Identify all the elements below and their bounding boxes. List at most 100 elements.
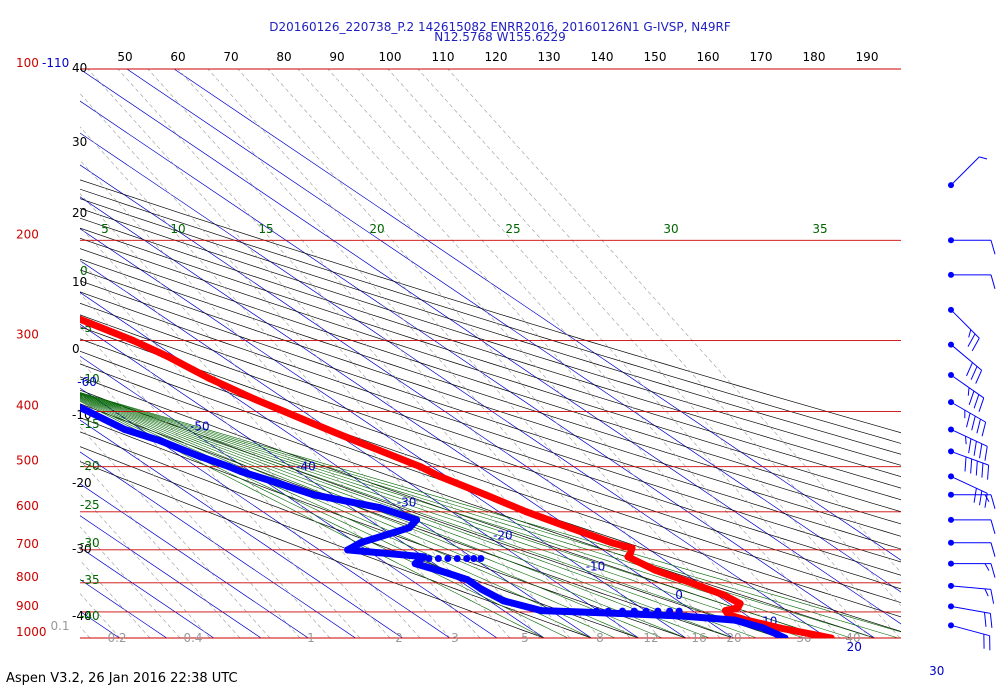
moist-adiabat-line — [80, 397, 640, 638]
wind-barb — [948, 156, 988, 189]
wind-barb-staff — [950, 475, 988, 494]
pressure-label: 400 — [16, 399, 39, 413]
wind-barb-flag — [970, 366, 978, 380]
wind-barb-flag — [967, 387, 970, 396]
isotherm-line — [0, 69, 90, 650]
wind-barb-flag — [984, 563, 990, 571]
moist-adiabat-line — [80, 392, 876, 638]
top-tick-label: 180 — [803, 50, 826, 64]
moist-adiabat-label: -10 — [80, 372, 100, 386]
isotherm-line — [80, 419, 404, 638]
moist-adiabat-label: 20 — [369, 222, 384, 236]
dewpoint-line-point — [85, 408, 93, 416]
moist-adiabat-line — [80, 392, 900, 638]
pressure-label: 800 — [16, 570, 39, 584]
dewpoint-line-point — [376, 504, 384, 512]
dry-adiabat-label: -30 — [72, 542, 92, 556]
mixing-ratio-label: 20 — [726, 631, 741, 645]
isotherm-label: -60 — [77, 375, 97, 389]
dry-adiabat-line — [80, 227, 901, 489]
wind-barb-flag — [973, 394, 980, 409]
temperature-line-point — [309, 420, 317, 428]
wind-barb-staff — [950, 374, 985, 399]
dry-adiabat-label: 30 — [72, 135, 87, 149]
wind-barb-flag — [990, 519, 996, 535]
isotherm-line — [80, 164, 781, 638]
dry-adiabat-line — [80, 389, 782, 638]
moist-adiabat-label: -5 — [80, 321, 92, 335]
mixing-ratio-line — [117, 69, 631, 638]
wind-barb-flag — [973, 441, 977, 456]
dry-adiabat-line — [80, 326, 901, 604]
isotherm-label: -40 — [296, 459, 316, 473]
mixing-ratio-line — [147, 69, 661, 638]
isotherm-line — [173, 69, 901, 561]
pressure-label: 100 — [16, 56, 39, 70]
wind-barb-flag — [970, 458, 973, 474]
dry-adiabat-line — [80, 237, 901, 501]
temperature-line-point — [628, 544, 636, 552]
top-tick-label: 150 — [644, 50, 667, 64]
temperature-line-point — [206, 375, 214, 383]
dewpoint-line-point — [156, 437, 164, 445]
moist-adiabat-line — [80, 394, 782, 638]
wind-barb-flag — [973, 488, 977, 503]
wind-barb — [948, 271, 996, 289]
mixing-ratio-line — [357, 69, 871, 638]
mixing-ratio-line — [237, 69, 751, 638]
wind-barb — [948, 372, 985, 412]
pressure-label-extra: -110 — [42, 56, 69, 70]
temperature-line-point — [608, 539, 616, 547]
moist-adiabat-line — [80, 395, 711, 638]
dewpoint-line-point — [731, 616, 739, 624]
wind-barb-flag — [975, 460, 978, 476]
wind-barb-flag — [989, 613, 993, 628]
wind-barb-flag — [984, 588, 989, 597]
wind-barb — [948, 582, 995, 604]
wind-barb — [948, 473, 988, 508]
mixing-ratio-label: 40 — [845, 631, 860, 645]
moist-adiabat-line — [80, 396, 687, 638]
mixing-ratio-line — [447, 69, 901, 573]
mixing-ratio-line — [387, 69, 901, 638]
isotherm-label: 30 — [929, 664, 944, 678]
dewpoint-line-point — [781, 634, 789, 638]
temperature-line-point — [651, 566, 659, 574]
mixing-ratio-line — [80, 193, 481, 638]
pressure-label: 700 — [16, 537, 39, 551]
temperature-line-point — [164, 352, 172, 360]
moist-adiabat-label: -35 — [80, 573, 100, 587]
wind-barb-flag — [978, 397, 985, 412]
moist-adiabat-label: -30 — [80, 536, 100, 550]
wind-barb-flag — [966, 362, 973, 377]
temperature-line-point — [815, 632, 823, 638]
temperature-line-point — [720, 591, 728, 599]
wind-barb-flag — [971, 337, 980, 352]
isotherm-line — [80, 196, 734, 638]
wind-barb-flag — [968, 438, 972, 454]
dry-adiabat-label: -40 — [72, 609, 92, 623]
dewpoint-sparse-point — [675, 607, 683, 615]
wind-barb-staff — [950, 309, 980, 339]
wind-barb-flag — [990, 274, 996, 289]
moist-adiabat-line — [80, 394, 758, 638]
mixing-ratio-line — [80, 126, 541, 638]
wind-barb-flag — [990, 240, 996, 255]
dewpoint-sparse-point — [592, 607, 600, 615]
mixing-ratio-line — [207, 69, 721, 638]
dewpoint-line-point — [477, 585, 485, 593]
mixing-ratio-label: 8 — [596, 631, 604, 645]
dry-adiabat-line — [80, 179, 901, 434]
dry-adiabat-label: -20 — [72, 476, 92, 490]
wind-barb — [948, 448, 990, 480]
isotherm-line — [80, 610, 121, 638]
mixing-ratio-line — [80, 526, 181, 638]
wind-barb-flag — [990, 589, 995, 604]
dry-adiabat-label: 10 — [72, 275, 87, 289]
mixing-ratio-line — [80, 259, 421, 638]
top-tick-label: 160 — [697, 50, 720, 64]
wind-barb-flag — [984, 494, 990, 502]
wind-barb — [948, 560, 996, 578]
dry-adiabat-line — [80, 431, 640, 638]
